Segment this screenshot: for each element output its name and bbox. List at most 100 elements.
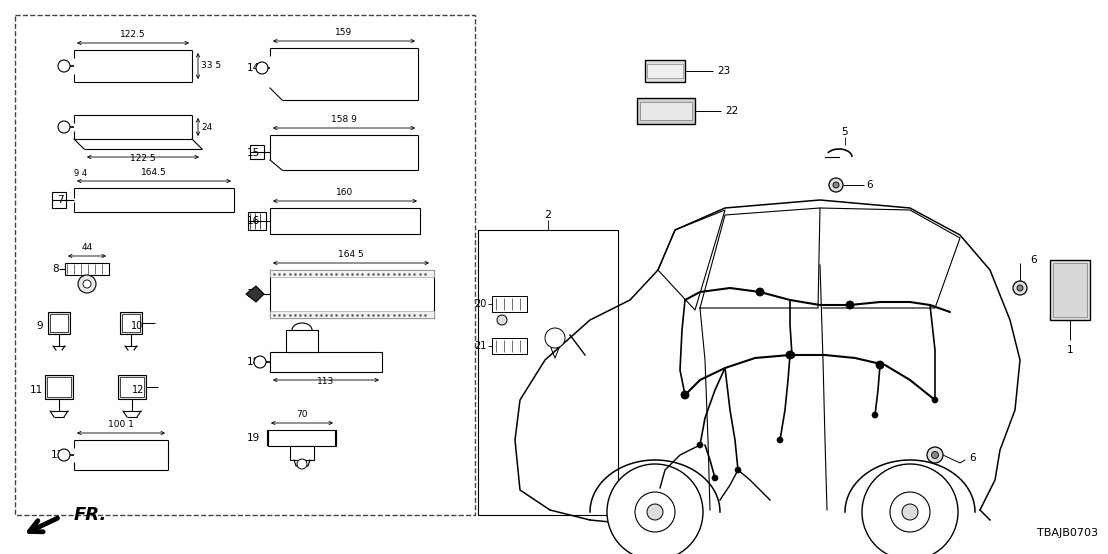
Circle shape: [833, 182, 839, 188]
Text: 22: 22: [725, 106, 738, 116]
Text: 16: 16: [247, 216, 260, 226]
Text: 2: 2: [544, 210, 552, 220]
Text: 113: 113: [317, 377, 335, 386]
Text: 100 1: 100 1: [109, 420, 134, 429]
Bar: [65, 263, 109, 275]
Circle shape: [872, 412, 878, 418]
Text: 24: 24: [201, 122, 213, 131]
Bar: [45, 375, 73, 399]
Text: 14: 14: [247, 63, 260, 73]
Circle shape: [712, 475, 718, 481]
Text: 17: 17: [247, 289, 260, 299]
Circle shape: [862, 464, 958, 554]
Circle shape: [847, 301, 854, 309]
Bar: [50, 314, 68, 332]
Circle shape: [932, 397, 938, 403]
Text: 12: 12: [132, 385, 144, 395]
Circle shape: [58, 121, 70, 133]
Circle shape: [735, 467, 741, 473]
Text: 122.5: 122.5: [120, 30, 146, 39]
Circle shape: [683, 392, 688, 398]
Bar: [48, 312, 70, 334]
Bar: [248, 212, 266, 230]
Polygon shape: [246, 286, 264, 302]
Circle shape: [789, 352, 796, 358]
Circle shape: [83, 280, 91, 288]
Bar: [270, 270, 434, 318]
Text: 158 9: 158 9: [331, 115, 357, 124]
Bar: [16, 15, 475, 515]
Bar: [290, 446, 314, 460]
Circle shape: [297, 459, 307, 469]
Text: 13: 13: [51, 450, 64, 460]
Circle shape: [545, 328, 565, 348]
Bar: [492, 296, 527, 312]
Bar: [637, 98, 695, 124]
Text: 164.5: 164.5: [141, 168, 167, 177]
Bar: [1050, 260, 1090, 320]
Text: 122 5: 122 5: [130, 154, 156, 163]
Text: 160: 160: [337, 188, 353, 197]
Circle shape: [829, 178, 843, 192]
Circle shape: [777, 437, 783, 443]
Bar: [647, 64, 683, 78]
Text: 3: 3: [58, 61, 64, 71]
Circle shape: [1017, 285, 1023, 291]
Text: 6: 6: [866, 180, 873, 190]
Bar: [640, 102, 692, 120]
Circle shape: [927, 447, 943, 463]
Text: 6: 6: [1030, 255, 1037, 265]
Text: FR.: FR.: [74, 506, 107, 524]
Bar: [117, 375, 146, 399]
Circle shape: [78, 275, 96, 293]
Text: 11: 11: [30, 385, 43, 395]
Text: 9 4: 9 4: [74, 169, 88, 178]
Bar: [492, 338, 527, 354]
Bar: [120, 312, 142, 334]
Circle shape: [890, 492, 930, 532]
Text: 33 5: 33 5: [201, 61, 222, 70]
Circle shape: [58, 60, 70, 72]
Bar: [120, 377, 144, 397]
Bar: [270, 311, 434, 318]
Bar: [122, 314, 140, 332]
Bar: [250, 145, 264, 159]
Text: 1: 1: [1067, 345, 1074, 355]
Text: 20: 20: [474, 299, 488, 309]
Text: 10: 10: [131, 321, 143, 331]
Bar: [268, 430, 336, 446]
Text: 44: 44: [81, 243, 93, 252]
Circle shape: [256, 62, 268, 74]
Circle shape: [697, 442, 702, 448]
Bar: [286, 330, 318, 352]
Circle shape: [497, 315, 507, 325]
Circle shape: [1013, 281, 1027, 295]
Bar: [270, 208, 420, 234]
Circle shape: [58, 449, 70, 461]
Text: 9: 9: [37, 321, 43, 331]
Text: 23: 23: [717, 66, 730, 76]
Text: 7: 7: [58, 195, 64, 205]
Text: 19: 19: [247, 433, 260, 443]
Circle shape: [932, 452, 938, 459]
Text: 8: 8: [52, 264, 59, 274]
Bar: [47, 377, 71, 397]
Text: 5: 5: [842, 127, 849, 137]
Circle shape: [647, 504, 663, 520]
Bar: [645, 60, 685, 82]
Circle shape: [607, 464, 702, 554]
Text: 21: 21: [474, 341, 488, 351]
Text: TBAJB0703: TBAJB0703: [1037, 528, 1098, 538]
Circle shape: [756, 288, 765, 296]
Circle shape: [681, 391, 689, 399]
Text: 6: 6: [970, 453, 976, 463]
Text: 70: 70: [296, 410, 308, 419]
Circle shape: [786, 351, 794, 359]
Bar: [52, 192, 66, 208]
Text: 164 5: 164 5: [338, 250, 363, 259]
Bar: [1053, 263, 1087, 317]
Circle shape: [876, 361, 884, 369]
Text: 15: 15: [247, 147, 260, 157]
Circle shape: [254, 356, 266, 368]
Circle shape: [902, 504, 919, 520]
